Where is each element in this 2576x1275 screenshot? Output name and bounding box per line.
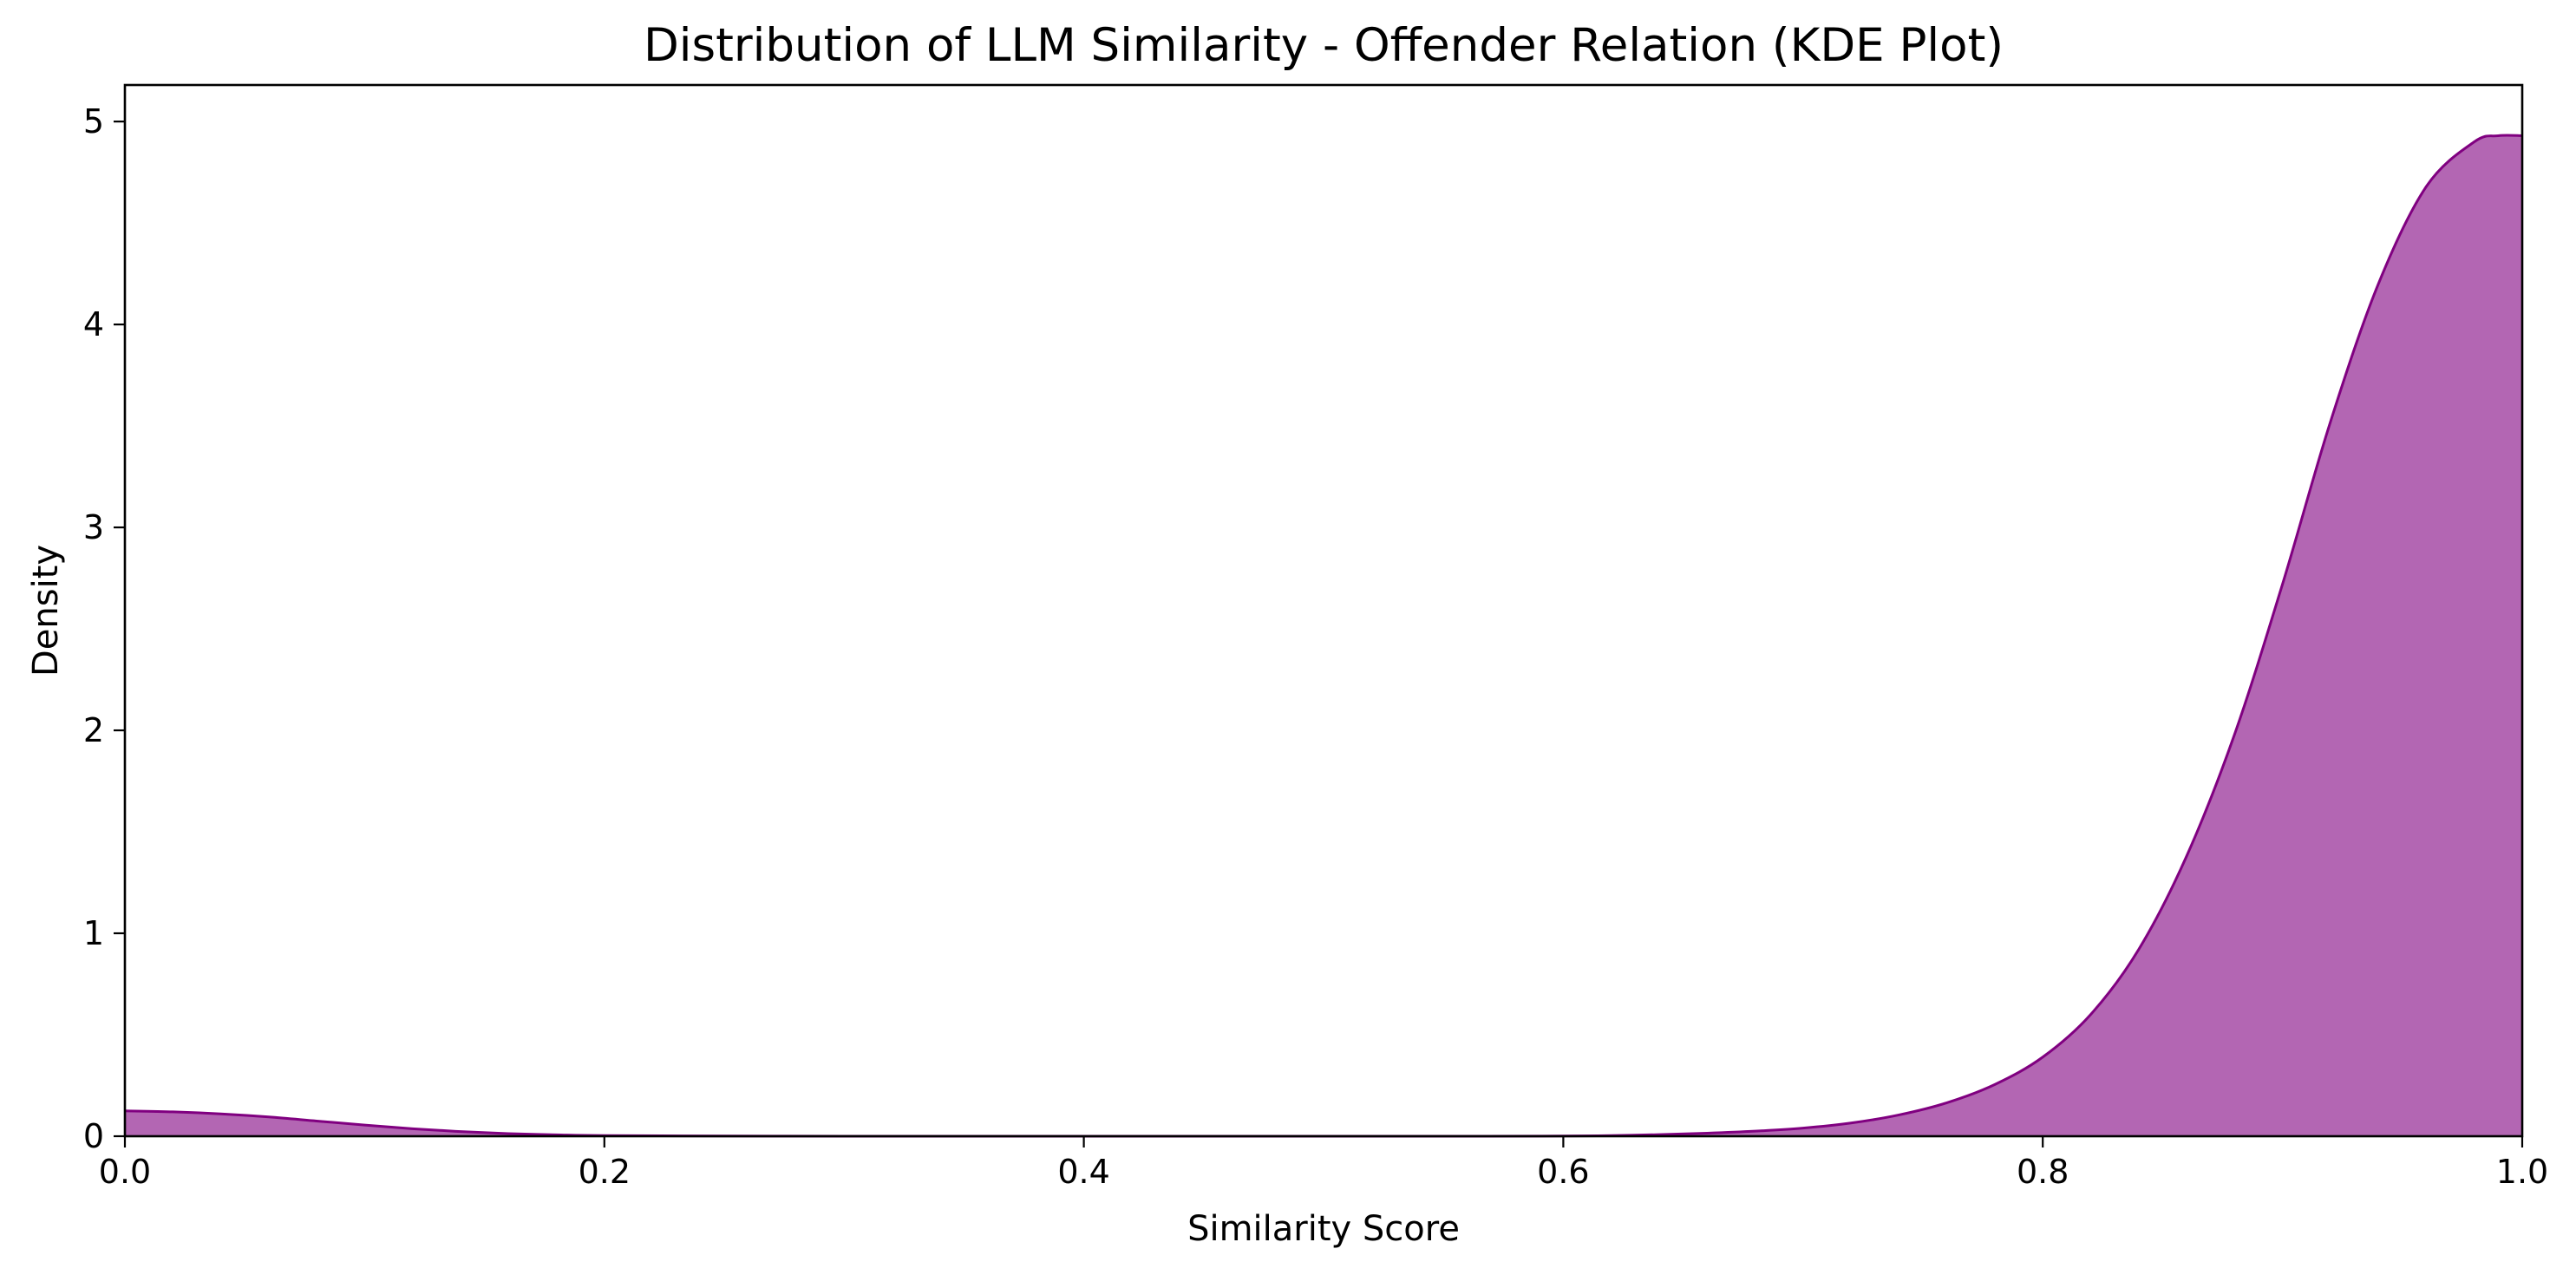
chart-title: Distribution of LLM Similarity - Offende… bbox=[644, 19, 2004, 72]
y-tick-label: 2 bbox=[83, 711, 104, 749]
x-tick-label: 1.0 bbox=[2496, 1153, 2548, 1191]
y-tick-label: 4 bbox=[83, 305, 104, 343]
y-tick-label: 3 bbox=[83, 508, 104, 546]
x-axis-label: Similarity Score bbox=[1187, 1209, 1460, 1249]
axes-frame bbox=[123, 83, 2524, 1138]
kde-curve-line bbox=[124, 134, 2523, 1138]
x-tick-label: 0.0 bbox=[99, 1153, 151, 1191]
plot-area bbox=[124, 134, 2523, 1138]
y-tick-label: 0 bbox=[83, 1117, 104, 1155]
kde-area-fill bbox=[125, 134, 2522, 1137]
x-tick-label: 0.4 bbox=[1057, 1153, 1109, 1191]
x-tick-label: 0.2 bbox=[579, 1153, 631, 1191]
x-tick-label: 0.8 bbox=[2017, 1153, 2069, 1191]
x-tick-label: 0.6 bbox=[1537, 1153, 1589, 1191]
y-tick-label: 5 bbox=[83, 102, 104, 141]
y-tick-label: 1 bbox=[83, 914, 104, 952]
y-axis: 0 1 2 3 4 5 bbox=[83, 102, 125, 1155]
y-axis-label: Density bbox=[26, 545, 66, 677]
x-axis: 0.0 0.2 0.4 0.6 0.8 1.0 bbox=[99, 1136, 2548, 1191]
